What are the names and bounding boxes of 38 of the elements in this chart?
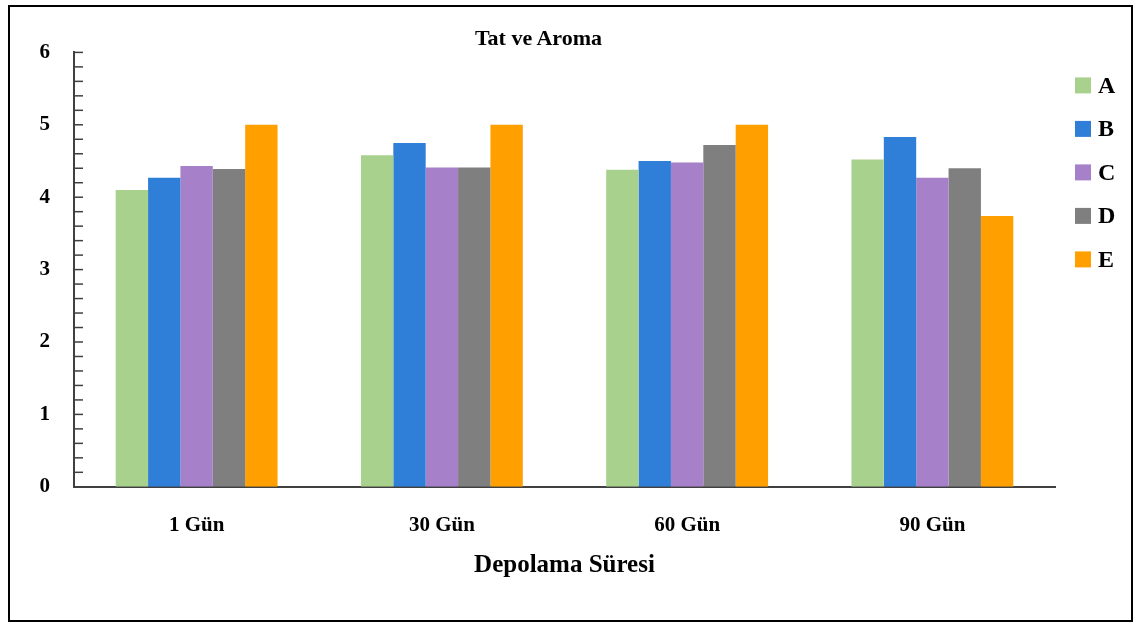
bar xyxy=(245,124,278,487)
bar xyxy=(212,168,246,487)
y-tick-label: 3 xyxy=(39,256,50,281)
y-tick-label: 5 xyxy=(39,111,50,136)
bar xyxy=(393,142,426,487)
bar xyxy=(883,137,917,487)
x-axis-title: Depolama Süresi xyxy=(474,550,655,578)
legend-label: D xyxy=(1098,202,1116,229)
legend-label: A xyxy=(1098,71,1116,98)
legend-label: B xyxy=(1098,115,1115,142)
y-tick-label: 1 xyxy=(39,400,50,425)
x-tick-label: 90 Gün xyxy=(899,511,966,536)
bar xyxy=(948,168,981,487)
y-tick-label: 6 xyxy=(39,38,50,63)
x-tick-label: 60 Gün xyxy=(654,511,721,536)
legend-label: E xyxy=(1098,245,1115,272)
y-tick-label: 4 xyxy=(39,183,51,208)
bar xyxy=(916,177,949,487)
bar xyxy=(980,216,1014,487)
bar xyxy=(851,159,884,487)
bar xyxy=(638,161,671,487)
bar xyxy=(670,162,704,487)
bar xyxy=(360,155,394,487)
bar xyxy=(490,124,523,487)
bar xyxy=(606,169,639,487)
bar xyxy=(425,167,459,487)
bar xyxy=(115,189,149,487)
bar xyxy=(180,166,213,487)
chart-title: Tat ve Aroma xyxy=(474,24,603,50)
bar xyxy=(148,177,181,487)
x-tick-label: 30 Gün xyxy=(408,511,476,536)
y-tick-label: 0 xyxy=(39,473,50,498)
x-tick-label: 1 Gün xyxy=(168,511,225,536)
bar xyxy=(458,167,491,487)
legend-label: C xyxy=(1098,158,1116,185)
bar xyxy=(703,145,736,487)
bar xyxy=(735,124,769,487)
y-tick-label: 2 xyxy=(39,328,50,353)
